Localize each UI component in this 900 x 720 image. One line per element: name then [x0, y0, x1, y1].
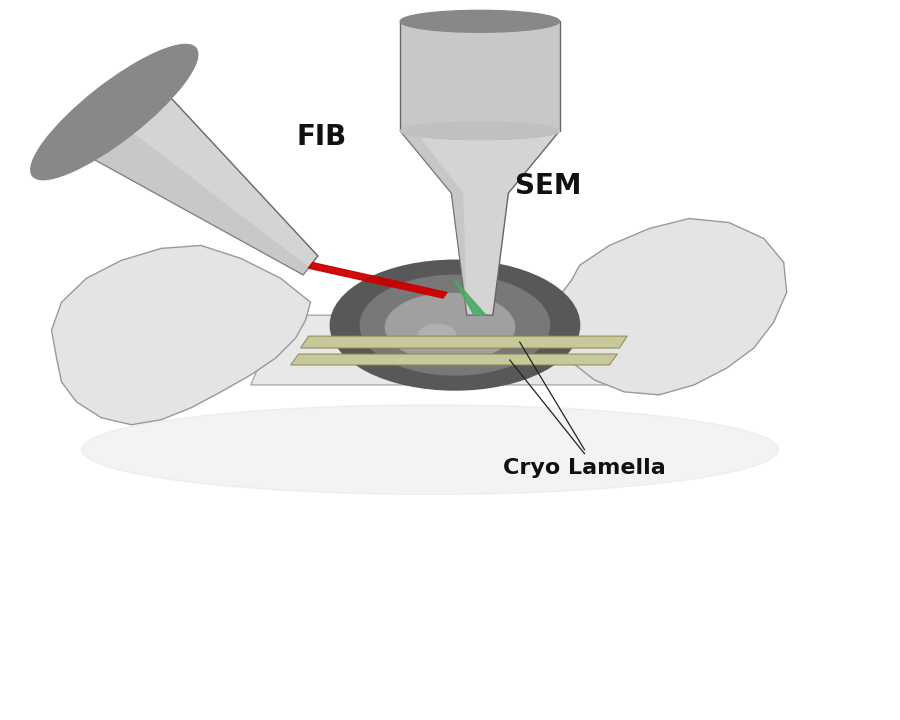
- Polygon shape: [400, 131, 560, 315]
- Text: SEM: SEM: [515, 171, 581, 199]
- Text: FIB: FIB: [297, 123, 347, 150]
- Polygon shape: [83, 116, 309, 275]
- Ellipse shape: [81, 405, 778, 495]
- Polygon shape: [400, 22, 560, 131]
- Polygon shape: [301, 336, 627, 348]
- Ellipse shape: [400, 122, 560, 140]
- Ellipse shape: [418, 324, 456, 346]
- Polygon shape: [309, 263, 447, 298]
- Polygon shape: [552, 219, 787, 395]
- Ellipse shape: [385, 293, 515, 361]
- Polygon shape: [400, 131, 467, 315]
- Ellipse shape: [330, 261, 580, 390]
- Text: Cryo Lamella: Cryo Lamella: [503, 458, 666, 477]
- Polygon shape: [291, 354, 617, 365]
- Ellipse shape: [31, 45, 198, 180]
- Polygon shape: [51, 246, 310, 425]
- Polygon shape: [83, 71, 318, 275]
- Polygon shape: [455, 280, 486, 315]
- Polygon shape: [251, 315, 670, 385]
- Ellipse shape: [360, 275, 550, 375]
- Ellipse shape: [400, 10, 560, 32]
